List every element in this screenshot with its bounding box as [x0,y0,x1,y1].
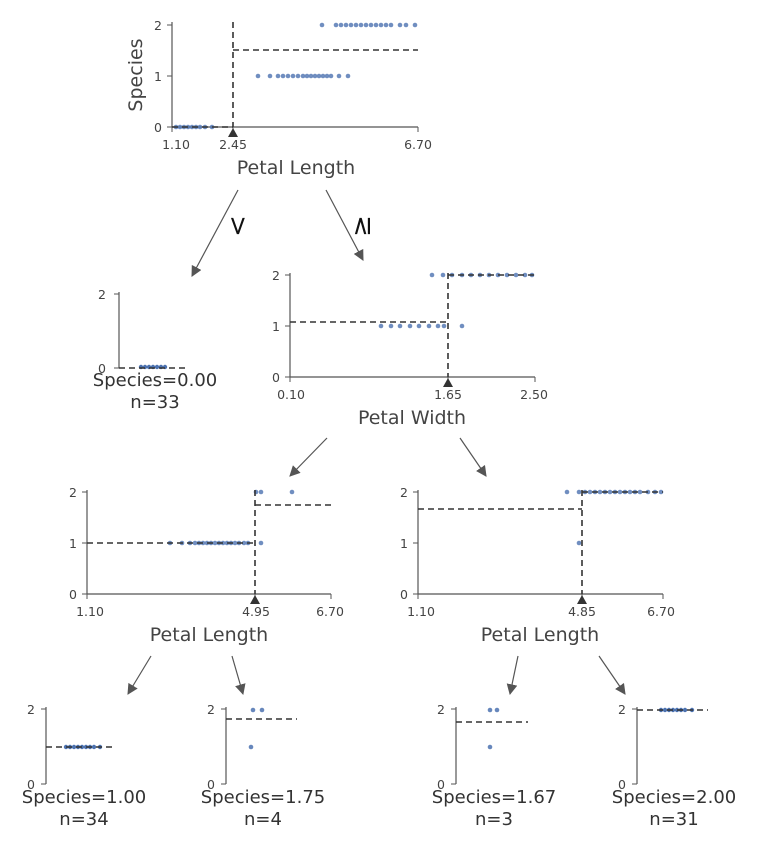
leaf-count: n=34 [59,809,108,830]
y-axis-label: Species [125,38,147,111]
y-tick-label: 2 [27,702,35,717]
x-tick-label: 1.10 [76,604,104,619]
y-tick-label: 2 [98,287,106,302]
y-tick-label: 1 [154,69,162,84]
y-tick-label: 2 [400,485,408,500]
leaf-prediction: Species=0.00 [93,370,217,391]
split-marker [577,595,587,604]
x-tick-label: 6.70 [316,604,344,619]
leaf-prediction: Species=1.00 [22,787,146,808]
y-tick-label: 2 [618,702,626,717]
edge-arrow-right [459,437,487,477]
x-tick-label: 1.10 [162,137,190,152]
y-tick-label: 2 [154,18,162,33]
data-points [173,22,418,130]
y-tick-label: 2 [437,702,445,717]
edge-arrow-right [231,655,246,696]
x-tick-label: 2.50 [520,387,548,402]
edge-arrow-left [289,437,328,477]
edge-arrow-right [598,655,626,695]
data-points [167,489,295,546]
x-tick-label: 0.10 [277,387,305,402]
edge-label-right: ≥ [347,215,377,237]
x-axis-label: Petal Width [358,407,466,429]
y-tick-label: 2 [207,702,215,717]
leaf-a: 2 0 Species=0.00 n=33 [93,287,217,413]
y-tick-label: 0 [618,777,626,792]
y-tick-label: 1 [272,319,280,334]
y-tick-label: 0 [27,777,35,792]
edge-label-left: < [223,215,253,237]
data-points [564,489,664,546]
x-axis-label: Petal Length [237,157,355,179]
x-tick-label: 2.45 [219,137,247,152]
data-points [487,707,500,750]
y-tick-label: 0 [98,361,106,376]
leaf-prediction: Species=2.00 [612,787,736,808]
edge-arrow-left [127,655,152,695]
leaf-count: n=31 [649,809,698,830]
x-tick-label: 4.95 [242,604,270,619]
y-tick-label: 0 [207,777,215,792]
y-tick-label: 2 [272,268,280,283]
x-tick-label: 1.10 [407,604,435,619]
y-tick-label: 0 [154,120,162,135]
y-tick-label: 0 [272,370,280,385]
petal-length-left-node-plot: 2 1 0 1.10 4.95 6.70 Petal Length [69,485,344,646]
x-tick-label: 4.85 [568,604,596,619]
data-points [248,707,265,750]
petal-width-node-plot: 2 1 0 0.10 1.65 2.50 Petal Width [272,268,548,429]
x-tick-label: 6.70 [647,604,675,619]
y-tick-label: 1 [400,536,408,551]
leaf-count: n=4 [244,809,282,830]
leaf-count: n=3 [475,809,513,830]
edge-arrow-left [506,655,519,696]
y-tick-label: 2 [69,485,77,500]
leaf-c: 2 0 Species=1.75 n=4 [201,702,325,830]
root-node-plot: 2 1 0 1.10 2.45 6.70 Species Petal Lengt… [125,18,432,179]
x-tick-label: 6.70 [404,137,432,152]
petal-length-right-node-plot: 2 1 0 1.10 4.85 6.70 Petal Length [400,485,675,646]
leaf-b: 2 0 Species=1.00 n=34 [22,702,146,830]
split-marker [250,595,260,604]
y-tick-label: 1 [69,536,77,551]
split-and-prediction-lines [87,490,331,594]
x-axis-label: Petal Length [481,624,599,646]
edge-arrow-left [191,189,239,277]
split-marker [228,128,238,137]
leaf-prediction: Species=1.67 [432,787,556,808]
split-and-prediction-lines [172,22,418,128]
y-tick-label: 0 [69,587,77,602]
split-and-prediction-lines [418,490,663,594]
x-tick-label: 1.65 [434,387,462,402]
y-tick-label: 0 [437,777,445,792]
split-marker [443,378,453,387]
edge-arrow-right [325,189,364,261]
data-points [378,272,535,329]
leaf-e: 2 0 Species=2.00 n=31 [612,702,736,830]
leaf-count: n=33 [130,392,179,413]
x-axis-label: Petal Length [150,624,268,646]
leaf-d: 2 0 Species=1.67 n=3 [432,702,556,830]
split-and-prediction-lines [290,273,535,377]
leaf-prediction: Species=1.75 [201,787,325,808]
y-tick-label: 0 [400,587,408,602]
x-ticks: 1.10 2.45 6.70 [162,127,432,152]
y-ticks: 2 1 0 [154,18,172,135]
